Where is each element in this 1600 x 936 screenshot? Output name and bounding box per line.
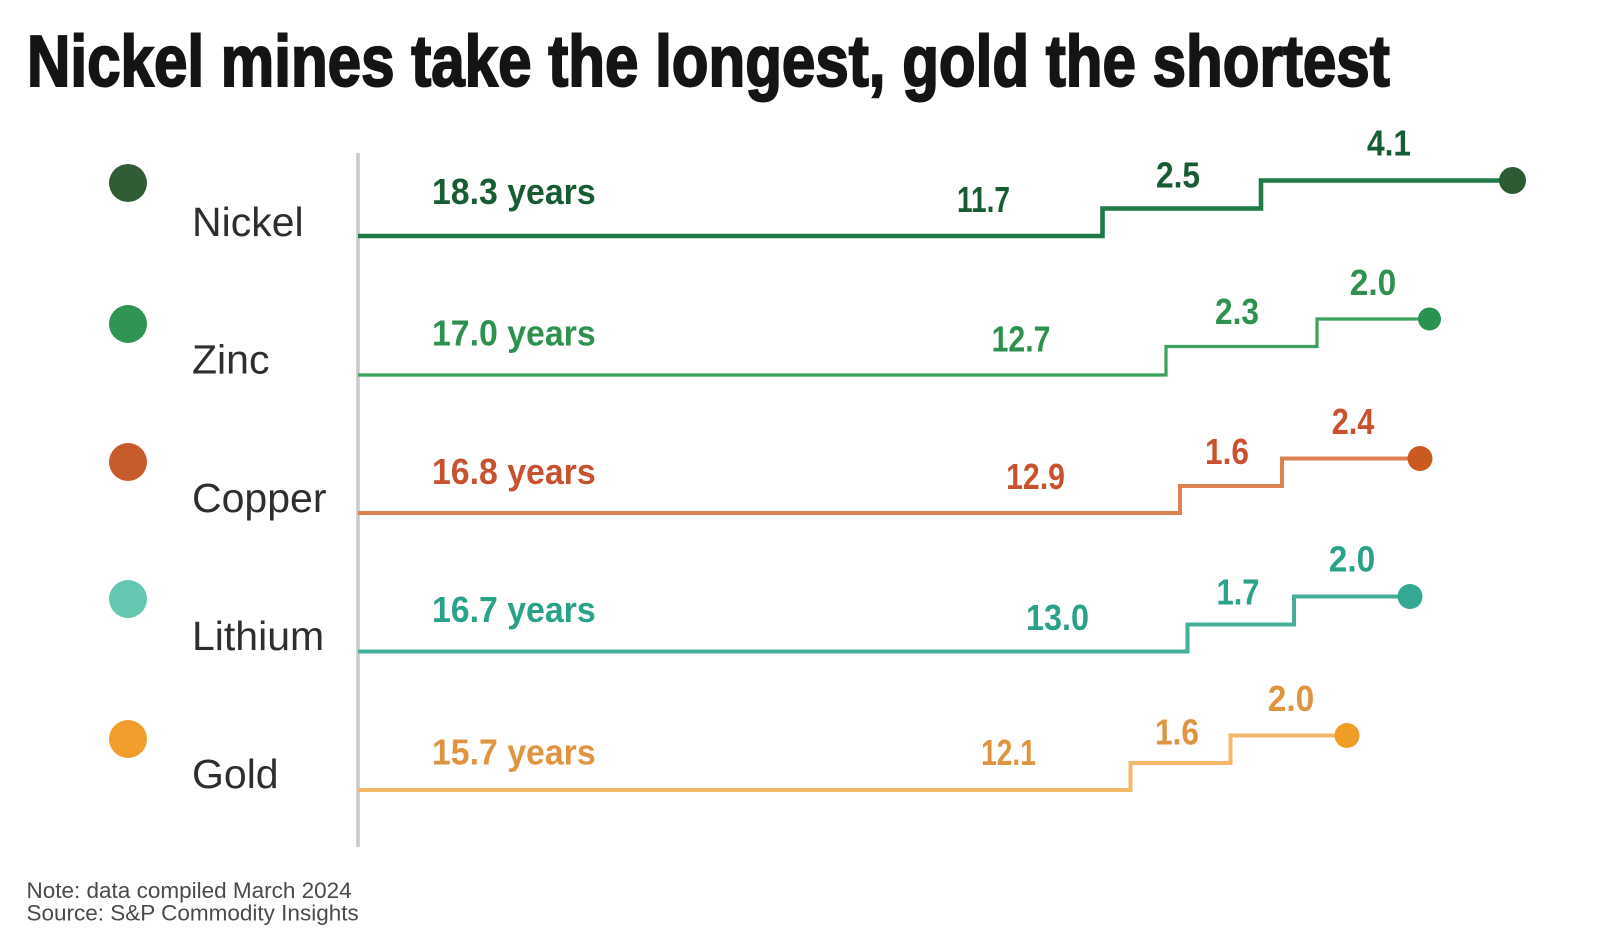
svg-text:2.0: 2.0 bbox=[1329, 540, 1376, 579]
svg-text:2.5: 2.5 bbox=[1156, 156, 1200, 196]
svg-text:12.1: 12.1 bbox=[981, 733, 1036, 773]
svg-text:Note: data compiled March 2024: Note: data compiled March 2024 bbox=[27, 878, 352, 903]
svg-text:12.7: 12.7 bbox=[992, 320, 1051, 360]
svg-text:1.6: 1.6 bbox=[1155, 713, 1199, 753]
svg-text:15.7 years: 15.7 years bbox=[432, 733, 596, 773]
svg-text:4.1: 4.1 bbox=[1367, 124, 1411, 164]
svg-text:18.3 years: 18.3 years bbox=[432, 172, 596, 212]
svg-text:Nickel: Nickel bbox=[192, 199, 304, 245]
svg-text:2.3: 2.3 bbox=[1215, 292, 1259, 332]
svg-text:Source: S&P Commodity Insights: Source: S&P Commodity Insights bbox=[27, 901, 359, 926]
svg-text:2.0: 2.0 bbox=[1268, 680, 1315, 719]
svg-text:16.7 years: 16.7 years bbox=[432, 590, 596, 630]
svg-text:13.0: 13.0 bbox=[1026, 598, 1089, 638]
svg-text:16.8 years: 16.8 years bbox=[432, 452, 596, 492]
svg-text:Lithium: Lithium bbox=[192, 613, 324, 659]
svg-text:2.0: 2.0 bbox=[1350, 264, 1397, 303]
svg-text:12.9: 12.9 bbox=[1006, 458, 1065, 498]
svg-text:1.7: 1.7 bbox=[1216, 573, 1259, 613]
svg-text:2.4: 2.4 bbox=[1332, 403, 1375, 443]
svg-text:17.0 years: 17.0 years bbox=[432, 314, 596, 354]
svg-text:Copper: Copper bbox=[192, 475, 326, 521]
svg-text:Gold: Gold bbox=[192, 751, 279, 797]
svg-text:Zinc: Zinc bbox=[192, 337, 269, 383]
svg-text:1.6: 1.6 bbox=[1205, 432, 1249, 472]
svg-text:Nickel mines take the longest,: Nickel mines take the longest, gold the … bbox=[27, 22, 1390, 102]
svg-text:11.7: 11.7 bbox=[957, 180, 1010, 220]
